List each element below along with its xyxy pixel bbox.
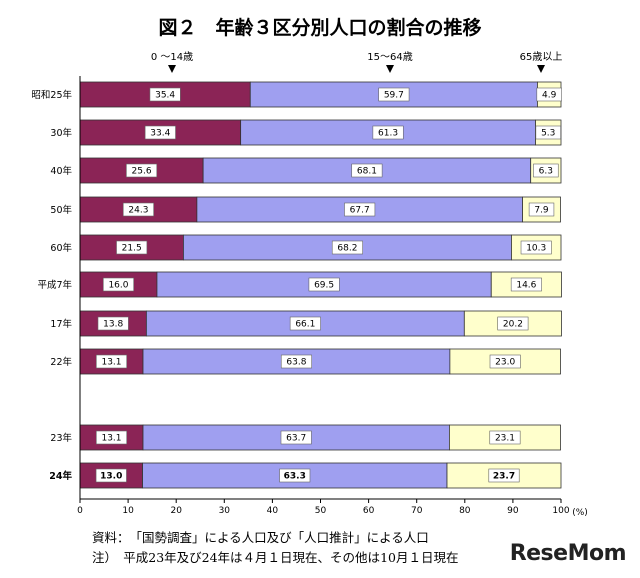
x-tick-label: 20 — [170, 506, 182, 516]
value-label: 63.8 — [286, 358, 306, 368]
value-label-box — [344, 202, 376, 217]
value-label-box — [97, 316, 129, 331]
x-tick-label: 60 — [363, 506, 375, 516]
value-label: 69.5 — [314, 281, 334, 291]
legend-label: 15～64歳 — [367, 51, 412, 63]
value-label-box — [126, 163, 158, 178]
value-label: 66.1 — [295, 320, 315, 330]
value-label-box — [122, 202, 154, 217]
value-label: 23.1 — [495, 434, 515, 444]
value-label: 7.9 — [534, 206, 549, 216]
x-tick-label: 50 — [315, 506, 327, 516]
value-label-box — [533, 163, 559, 178]
x-tick-label: 70 — [411, 506, 423, 516]
value-label-box — [535, 125, 561, 140]
value-label: 4.9 — [542, 91, 557, 101]
value-label-box — [372, 125, 404, 140]
value-label-box — [497, 316, 529, 331]
value-label-box — [96, 430, 128, 445]
category-label: 23年 — [50, 432, 72, 444]
x-axis-unit: (%) — [572, 508, 588, 518]
value-label: 6.3 — [539, 167, 553, 177]
legend: 0 ～14歳 15～64歳 65歳以上 — [151, 51, 563, 73]
bars: 35.4 59.7 4.9 33.4 61.3 5.3 25.6 68.1 6.3 24.3 67.… — [79, 81, 562, 489]
value-label: 35.4 — [155, 91, 175, 101]
category-label: 24年 — [49, 470, 72, 482]
value-label-box — [280, 430, 312, 445]
category-label: 22年 — [50, 356, 72, 368]
value-label: 16.0 — [108, 281, 128, 291]
legend-arrow — [386, 65, 394, 73]
x-tick-label: 80 — [459, 506, 471, 516]
bar-segment — [79, 157, 204, 184]
source-note: 資料： 「国勢調査」による人口及び「人口推計」による人口 — [92, 530, 429, 545]
x-tick-label: 100 — [552, 506, 569, 516]
value-label-box — [528, 202, 555, 217]
value-label-box — [351, 163, 383, 178]
value-label: 33.4 — [150, 129, 170, 139]
value-label: 23.7 — [493, 472, 515, 482]
value-label: 13.1 — [101, 434, 121, 444]
legend-label: 0 ～14歳 — [151, 51, 193, 63]
bar-segment — [79, 119, 242, 146]
value-label-box — [331, 240, 363, 255]
value-label-box — [279, 468, 311, 483]
value-label: 68.2 — [337, 244, 357, 254]
value-label: 68.1 — [357, 167, 377, 177]
value-label-box — [378, 87, 410, 102]
category-label: 60年 — [50, 242, 72, 254]
category-label: 17年 — [50, 318, 72, 330]
value-label: 13.8 — [103, 320, 123, 330]
value-label-box — [520, 240, 552, 255]
value-label: 59.7 — [384, 91, 404, 101]
value-label-box — [96, 354, 128, 369]
brand-logo: ReseMom — [509, 541, 627, 566]
value-label-box — [144, 125, 176, 140]
x-tick-label: 10 — [122, 506, 134, 516]
value-label: 23.0 — [495, 358, 515, 368]
value-label: 61.3 — [378, 129, 398, 139]
value-label: 20.2 — [503, 320, 523, 330]
value-label: 10.3 — [526, 244, 546, 254]
category-label: 50年 — [50, 204, 72, 216]
value-label-box — [95, 468, 127, 483]
value-label: 63.3 — [284, 472, 306, 482]
legend-arrow — [168, 65, 176, 73]
value-label: 13.1 — [101, 358, 121, 368]
x-tick-label: 0 — [77, 506, 83, 516]
value-label-box — [102, 277, 134, 292]
category-label: 40年 — [50, 165, 72, 177]
footnote: 注） 平成23年及び24年は４月１日現在、その他は10月１日現在 — [92, 550, 459, 565]
value-label-box — [489, 354, 521, 369]
legend-arrow — [537, 65, 545, 73]
value-label-box — [510, 277, 542, 292]
category-label: 昭和25年 — [31, 89, 72, 101]
value-label: 13.0 — [100, 472, 122, 482]
value-label-box — [149, 87, 181, 102]
value-label-box — [280, 354, 312, 369]
x-axis: 0 10 20 30 40 50 60 70 80 90 100 (%) — [77, 76, 588, 518]
x-tick-label: 30 — [219, 506, 231, 516]
category-label: 平成7年 — [37, 279, 72, 291]
legend-label: 65歳以上 — [520, 51, 563, 63]
value-label: 24.3 — [128, 206, 148, 216]
value-label: 5.3 — [541, 129, 555, 139]
value-label-box — [489, 430, 521, 445]
value-label: 21.5 — [122, 244, 142, 254]
value-label-box — [289, 316, 321, 331]
category-label: 30年 — [50, 127, 72, 139]
value-label: 14.6 — [516, 281, 536, 291]
value-label-box — [536, 87, 562, 102]
value-label-box — [308, 277, 340, 292]
x-tick-label: 40 — [267, 506, 279, 516]
chart-title: 図２ 年齢３区分別人口の割合の推移 — [158, 16, 481, 39]
value-label: 25.6 — [132, 167, 152, 177]
value-label: 67.7 — [350, 206, 370, 216]
value-label: 63.7 — [286, 434, 306, 444]
value-label-box — [116, 240, 148, 255]
value-label-box — [488, 468, 520, 483]
x-tick-label: 90 — [507, 506, 519, 516]
